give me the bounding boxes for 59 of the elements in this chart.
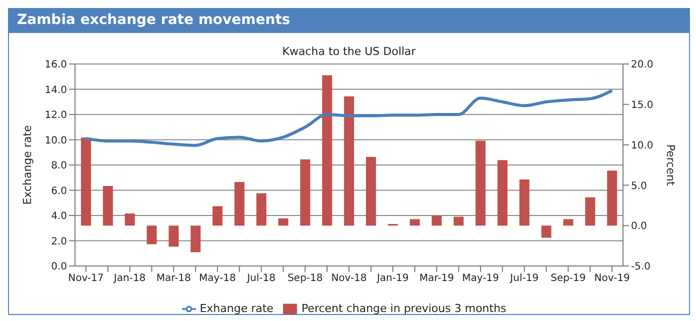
bar (410, 219, 420, 226)
y-tick-label: 6.0 (51, 186, 67, 197)
y-axis-title: Exchange rate (20, 124, 34, 205)
y2-axis-title: Percent (664, 144, 678, 186)
x-tick-label: May-18 (199, 273, 236, 284)
x-tick-label: Mar-18 (156, 273, 191, 284)
line-series (84, 89, 614, 147)
bar (146, 226, 157, 244)
y-tick-label: 16.0 (44, 60, 67, 71)
y-tick-label: 2.0 (51, 236, 67, 248)
y-tick-label: 14.0 (44, 84, 67, 96)
bar (300, 159, 310, 226)
bar (278, 218, 288, 226)
bar (454, 216, 464, 226)
bar (190, 226, 201, 252)
bar (497, 160, 508, 226)
y-tick-label: 0.0 (51, 262, 67, 273)
bar (234, 182, 244, 226)
legend-label: Exhange rate (200, 302, 274, 316)
x-tick-label: Nov-19 (594, 273, 630, 284)
bar (607, 170, 618, 226)
y2-tick-label: 0.0 (631, 221, 647, 232)
y2-tick-label: 5.0 (631, 180, 647, 192)
y-tick-label: 12.0 (44, 110, 67, 122)
bar (585, 197, 596, 226)
y2-tick-label: -5.0 (631, 262, 651, 273)
y-tick-label: 8.0 (51, 160, 67, 172)
x-tick-label: Jan-19 (376, 273, 409, 284)
x-tick-label: Jan-18 (112, 273, 146, 284)
x-tick-label: Sep-18 (288, 273, 323, 284)
y2-tick-label: 10.0 (631, 140, 654, 152)
chart-subtitle: Kwacha to the US Dollar (281, 45, 417, 58)
y-tick-label: 10.0 (44, 135, 67, 146)
x-tick-label: Sep-19 (550, 273, 586, 284)
chart-title: Zambia exchange rate movements (9, 9, 689, 33)
bar (476, 140, 486, 226)
bar (81, 138, 91, 226)
x-tick-label: Nov-18 (331, 273, 367, 284)
bar (168, 226, 179, 247)
x-tick-label: Nov-17 (68, 273, 104, 284)
y-tick-label: 4.0 (51, 211, 67, 222)
bar (102, 186, 113, 226)
bar (563, 219, 574, 226)
legend-label: Percent change in previous 3 months (301, 302, 506, 316)
x-tick-label: Jul-19 (509, 273, 539, 284)
bar (256, 193, 266, 226)
y2-tick-label: 15.0 (631, 100, 654, 111)
bar (432, 216, 442, 226)
bar (519, 180, 530, 226)
bar (366, 156, 376, 226)
x-tick-label: May-19 (462, 273, 499, 284)
bar (541, 226, 552, 238)
bar (344, 96, 354, 226)
x-tick-label: Jul-18 (246, 273, 276, 284)
bar (212, 206, 223, 226)
x-tick-label: Mar-19 (419, 273, 454, 284)
bar (124, 213, 135, 226)
y2-tick-label: 20.0 (631, 60, 654, 71)
bar (322, 75, 332, 226)
